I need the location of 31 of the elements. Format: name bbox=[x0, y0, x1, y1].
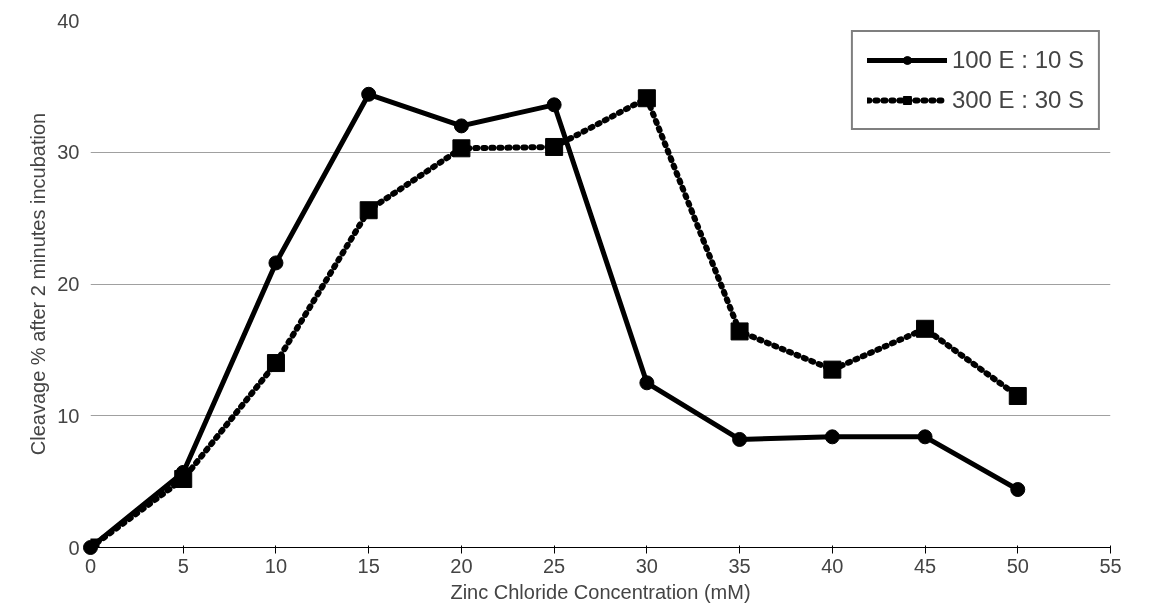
x-tick-label: 20 bbox=[450, 554, 473, 577]
point bbox=[361, 86, 377, 102]
point bbox=[1010, 482, 1026, 498]
y-tick-label: 10 bbox=[57, 404, 80, 427]
x-tick-label: 55 bbox=[1099, 554, 1122, 577]
y-tick-label: 30 bbox=[57, 141, 80, 164]
x-tick-label: 50 bbox=[1006, 554, 1029, 577]
point bbox=[639, 375, 655, 391]
point bbox=[917, 429, 933, 445]
x-tick-label: 25 bbox=[543, 554, 566, 577]
point bbox=[732, 431, 748, 447]
x-tick-label: 15 bbox=[357, 554, 380, 577]
point bbox=[824, 429, 840, 445]
legend-label: 300 E : 30 S bbox=[951, 86, 1084, 114]
point bbox=[83, 540, 98, 555]
x-tick-label: 40 bbox=[821, 554, 844, 577]
x-tick-label: 30 bbox=[635, 554, 658, 577]
x-tick-label: 10 bbox=[264, 554, 288, 577]
point bbox=[453, 118, 469, 134]
x-axis-title: Zinc Chloride Concentration (mM) bbox=[450, 580, 751, 603]
x-tick-label: 35 bbox=[728, 554, 751, 577]
y-tick-label: 20 bbox=[57, 273, 80, 295]
x-tick-label: 0 bbox=[84, 554, 97, 577]
y-tick-label: 40 bbox=[57, 9, 80, 32]
point bbox=[268, 255, 284, 271]
legend-label: 100 E : 10 S bbox=[951, 46, 1084, 74]
y-tick-label: 0 bbox=[68, 536, 80, 559]
point bbox=[546, 97, 562, 113]
x-tick-label: 5 bbox=[177, 554, 189, 577]
y-axis-title: Cleavage % after 2 minutes incubation bbox=[27, 112, 50, 456]
x-tick-label: 45 bbox=[913, 554, 937, 577]
